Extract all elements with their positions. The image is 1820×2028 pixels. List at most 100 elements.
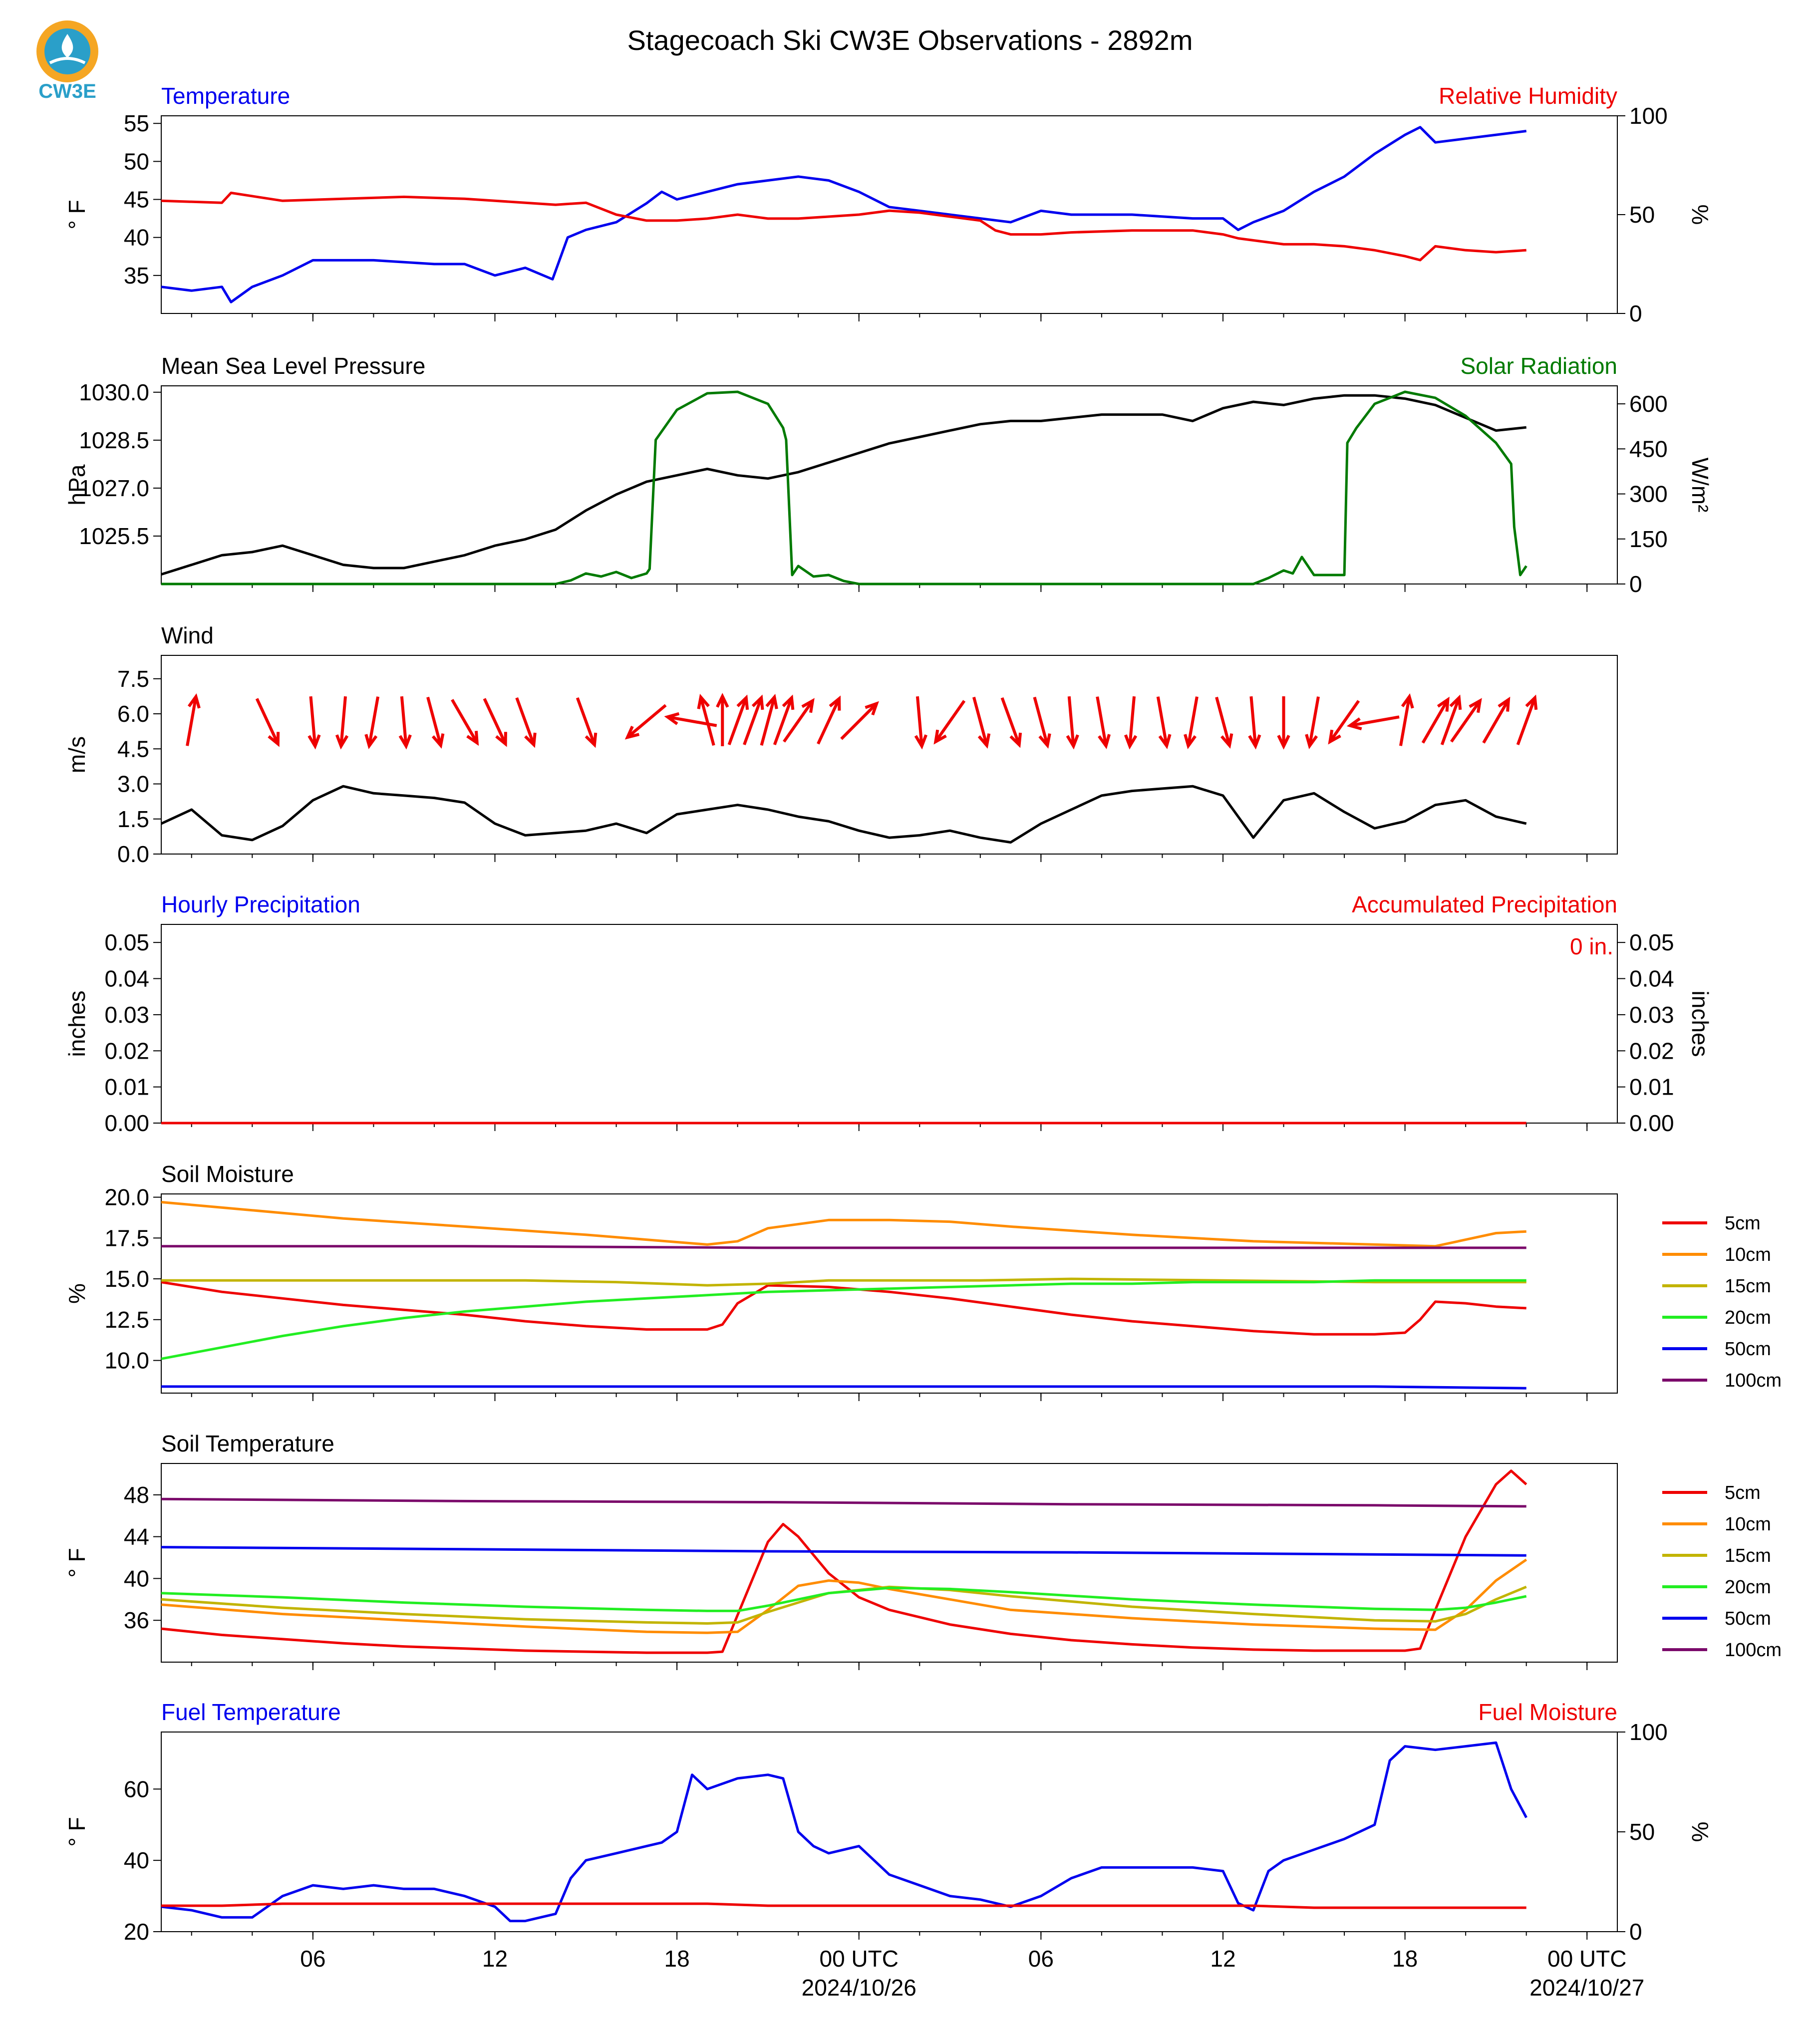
wind-arrow-head xyxy=(1469,698,1482,713)
y-right-tick-label: 150 xyxy=(1629,526,1668,552)
wind-arrow xyxy=(1350,715,1400,727)
plot-frame xyxy=(161,655,1618,855)
wind-arrow-head xyxy=(1248,734,1261,750)
logo-drop-icon xyxy=(61,34,73,58)
wind-arrow-head xyxy=(914,734,927,750)
series-line xyxy=(161,126,1527,303)
y-tick-label: 48 xyxy=(124,1482,149,1508)
wind-arrow-head xyxy=(865,701,879,716)
y-tick-label: 0.00 xyxy=(104,1110,149,1136)
wind-arrow xyxy=(1215,696,1231,746)
wind-arrow xyxy=(576,697,596,746)
y-right-tick-label: 0.02 xyxy=(1629,1038,1674,1064)
wind-arrow xyxy=(1096,696,1108,746)
wind-arrow-head xyxy=(1277,735,1290,750)
series-line xyxy=(161,1558,1527,1634)
y-axis-label: ° F xyxy=(64,1817,90,1846)
y-tick-label: 55 xyxy=(124,110,149,136)
plot-frame xyxy=(161,1463,1618,1663)
wind-arrow-head xyxy=(364,734,378,750)
wind-arrow-head xyxy=(933,729,947,745)
wind-arrow xyxy=(1308,696,1320,746)
legend-label: 100cm xyxy=(1725,1370,1782,1391)
y-right-tick-label: 100 xyxy=(1629,103,1668,129)
series-line xyxy=(161,1279,1526,1360)
y-axis-label: hPa xyxy=(64,464,90,505)
y-axis-label: ° F xyxy=(64,1548,90,1577)
y-tick-label: 17.5 xyxy=(104,1225,149,1251)
series-line xyxy=(161,1200,1526,1248)
y-tick-label: 3.0 xyxy=(117,771,149,797)
y-right-tick-label: 0 xyxy=(1629,1919,1642,1945)
panel-soil_temperature: Soil Temperature 36 40 44 48 ° F 5cm 10cm 15cm 20… xyxy=(64,1431,1782,1670)
y-right-axis-label: % xyxy=(1687,205,1713,225)
x-tick-label: 06 xyxy=(1028,1946,1054,1972)
y-axis-label: ° F xyxy=(64,200,90,229)
wind-arrow xyxy=(1440,697,1461,746)
wind-arrow xyxy=(339,696,347,747)
panel-soil_moisture: Soil Moisture 10.0 12.5 15.0 17.5 20.0% 5cm 10c… xyxy=(64,1161,1782,1401)
wind-arrow-head xyxy=(495,732,507,747)
wind-arrow xyxy=(367,696,380,746)
y-tick-label: 10.0 xyxy=(104,1348,149,1374)
y-tick-label: 12.5 xyxy=(104,1307,149,1333)
panel-precipitation: Hourly Precipitation Accumulated Precipit… xyxy=(64,891,1713,1136)
y-right-tick-label: 0.05 xyxy=(1629,929,1674,955)
y-tick-label: 1025.5 xyxy=(79,523,149,549)
panel-left-title: Hourly Precipitation xyxy=(161,891,360,917)
wind-arrow-head xyxy=(1220,733,1233,749)
wind-arrow xyxy=(1187,696,1199,746)
series-line xyxy=(161,191,1526,262)
panel-left-title: Temperature xyxy=(161,83,290,109)
wind-arrow-head xyxy=(697,694,710,709)
y-tick-label: 60 xyxy=(124,1776,149,1802)
wind-arrow-head xyxy=(466,731,479,746)
panel-left-title: Soil Moisture xyxy=(161,1161,294,1187)
y-axis-label: % xyxy=(64,1283,90,1304)
y-right-tick-label: 300 xyxy=(1629,481,1668,507)
y-tick-label: 1028.5 xyxy=(79,427,149,453)
y-tick-label: 1030.0 xyxy=(79,379,149,405)
wind-arrow xyxy=(1399,696,1411,746)
wind-arrow xyxy=(1450,700,1482,743)
logo-text: CW3E xyxy=(38,80,96,102)
y-tick-label: 44 xyxy=(124,1524,149,1550)
wind-arrow xyxy=(309,696,317,747)
wind-arrow xyxy=(451,699,479,744)
wind-arrow-head xyxy=(1449,694,1462,710)
wind-arrow-head xyxy=(1066,734,1079,750)
wind-arrow xyxy=(1482,699,1510,744)
legend-label: 15cm xyxy=(1725,1545,1771,1566)
wind-arrow xyxy=(743,697,763,746)
wind-arrow-head xyxy=(801,698,815,713)
wind-arrow-head xyxy=(524,732,537,748)
plot-frame xyxy=(161,1193,1618,1394)
wind-arrow xyxy=(840,702,878,740)
legend-label: 5cm xyxy=(1725,1213,1761,1234)
series-line xyxy=(161,1385,1526,1390)
wind-arrow xyxy=(400,696,408,747)
wind-arrow xyxy=(915,696,923,747)
wind-arrow xyxy=(1033,696,1049,746)
wind-arrow xyxy=(1516,697,1536,746)
y-tick-label: 40 xyxy=(124,225,149,251)
panel-left-title: Mean Sea Level Pressure xyxy=(161,353,425,379)
legend-label: 50cm xyxy=(1725,1608,1771,1629)
series-line xyxy=(161,394,1526,576)
wind-arrow-head xyxy=(431,733,445,749)
panel-fuel: Fuel Temperature Fuel Moisture 20 40 60 ° F 0 5… xyxy=(64,1699,1713,1945)
y-axis-label: inches xyxy=(64,991,90,1057)
panels: Temperature Relative Humidity 35 40 45 50 55 ° … xyxy=(64,83,1782,2001)
wind-arrow-head xyxy=(1184,734,1197,750)
y-tick-label: 15.0 xyxy=(104,1266,149,1292)
cw3e-logo: CW3E xyxy=(30,19,105,104)
plot-frame xyxy=(161,924,1618,1124)
precip-total-annotation: 0 in. xyxy=(1570,933,1613,959)
series-line xyxy=(161,1902,1526,1909)
x-tick-label: 00 UTC xyxy=(1547,1946,1626,1972)
y-tick-label: 40 xyxy=(124,1847,149,1873)
series-line xyxy=(161,390,1527,585)
wind-arrow-head xyxy=(1328,729,1341,745)
wind-arrow-head xyxy=(1305,734,1318,750)
x-axis-labels: 06 12 18 00 UTC 2024/10/26 06 12 18 00 UTC 2024/1… xyxy=(300,1946,1644,2001)
